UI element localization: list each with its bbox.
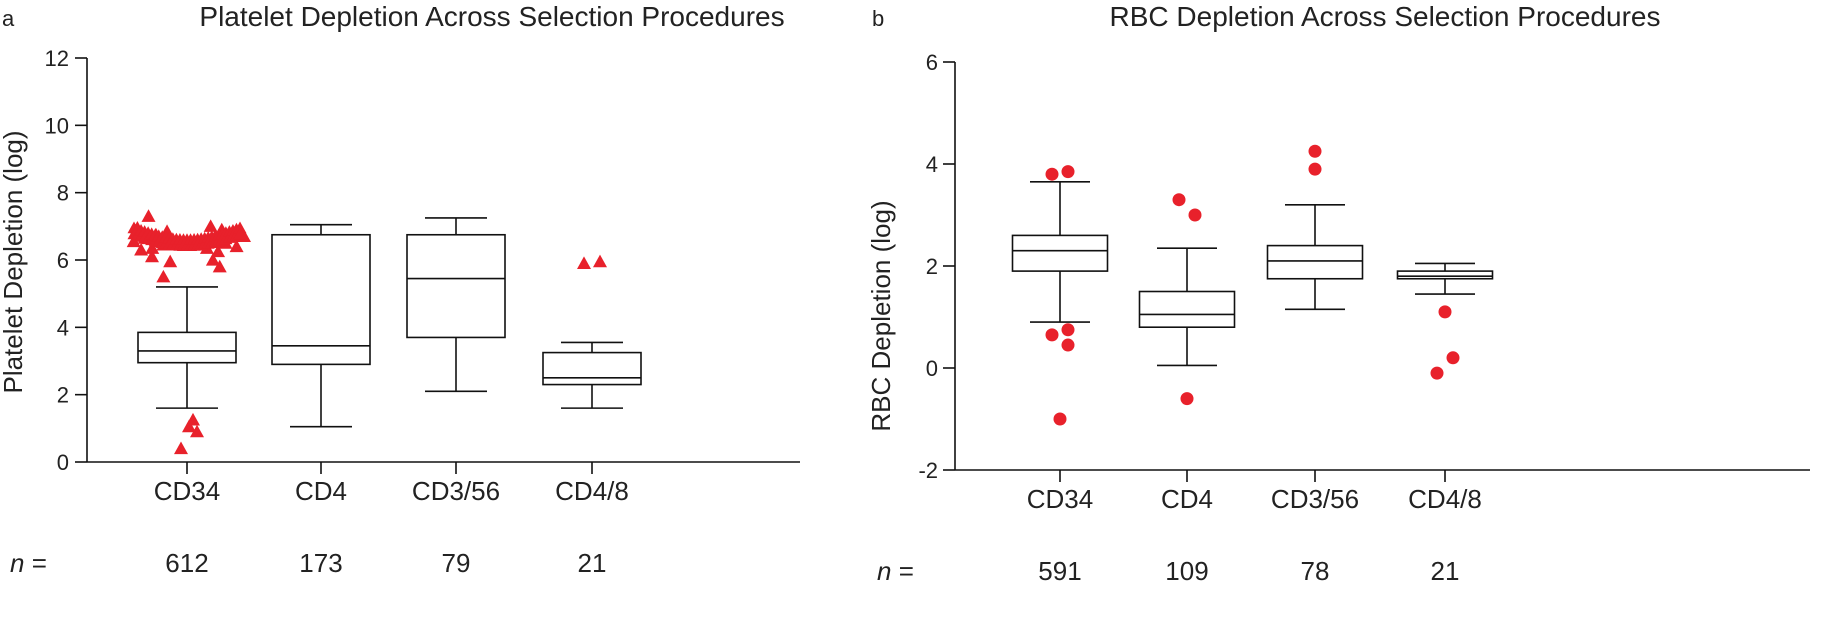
outlier-point <box>1061 165 1075 179</box>
iqr-box <box>406 233 506 339</box>
outlier-point <box>233 221 247 234</box>
n-value: 591 <box>1038 556 1081 586</box>
y-axis-label-b: RBC Depletion (log) <box>866 200 896 431</box>
outlier-point <box>211 244 226 258</box>
y-tick-label: 2 <box>926 254 938 279</box>
iqr-box <box>1138 290 1236 329</box>
outlier-point <box>1061 338 1075 352</box>
outlier-point <box>174 441 188 455</box>
y-tick-label: 6 <box>57 248 69 273</box>
outlier-point <box>1180 392 1194 406</box>
y-tick-label: 10 <box>45 113 69 138</box>
outlier-point <box>145 241 160 254</box>
x-tick-label: CD3/56 <box>1271 484 1359 514</box>
iqr-box <box>1396 270 1494 280</box>
n-value: 21 <box>578 548 607 578</box>
iqr-box <box>542 351 642 386</box>
y-axis-label-a: Platelet Depletion (log) <box>0 130 28 393</box>
x-tick-label: CD3/56 <box>412 476 500 506</box>
n-value: 612 <box>165 548 208 578</box>
outlier-point <box>1061 323 1075 337</box>
x-tick-label: CD34 <box>154 476 220 506</box>
n-value: 79 <box>442 548 471 578</box>
y-tick-label: 8 <box>57 181 69 206</box>
outlier-point <box>156 269 171 283</box>
iqr-box <box>1011 234 1109 272</box>
outlier-point <box>1045 167 1059 181</box>
iqr-box <box>271 233 371 366</box>
chart-title-b: RBC Depletion Across Selection Procedure… <box>1110 1 1661 32</box>
x-tick-label: CD4 <box>295 476 347 506</box>
outlier-point <box>212 259 227 273</box>
outlier-point <box>1053 412 1067 426</box>
outlier-point <box>1045 328 1059 342</box>
outlier-point <box>577 256 591 269</box>
n-value: 21 <box>1431 556 1460 586</box>
box-CD3-56 <box>406 217 506 393</box>
x-tick-label: CD4/8 <box>555 476 629 506</box>
box-CD3-56 <box>1266 144 1364 311</box>
outlier-point <box>163 254 178 268</box>
outlier-point <box>1438 305 1452 319</box>
y-tick-label: 12 <box>45 46 69 71</box>
outlier-point <box>1430 366 1444 380</box>
outlier-point <box>190 424 204 438</box>
chart-title-a: Platelet Depletion Across Selection Proc… <box>199 1 784 32</box>
x-tick-label: CD4/8 <box>1408 484 1482 514</box>
box-CD4 <box>1138 193 1236 406</box>
outlier-point <box>1308 162 1322 176</box>
outlier-point <box>1308 144 1322 158</box>
outlier-point <box>593 254 607 268</box>
n-value: 78 <box>1301 556 1330 586</box>
box-CD4-8 <box>1396 262 1494 380</box>
outlier-point <box>141 209 156 222</box>
outlier-point <box>1188 208 1202 222</box>
outlier-point <box>229 239 244 253</box>
y-tick-label: 0 <box>57 450 69 475</box>
y-tick-label: -2 <box>918 458 938 483</box>
panel-b: b RBC Depletion Across Selection Procedu… <box>866 1 1810 586</box>
y-tick-label: 4 <box>57 315 69 340</box>
y-tick-label: 6 <box>926 50 938 75</box>
box-CD4 <box>271 223 371 428</box>
y-tick-label: 0 <box>926 356 938 381</box>
panel-letter-b: b <box>872 6 884 31</box>
n-label: n = <box>10 548 47 578</box>
outlier-point <box>134 242 149 256</box>
box-CD4-8 <box>542 254 642 409</box>
panel-a: a Platelet Depletion Across Selection Pr… <box>0 1 800 578</box>
outlier-point <box>145 249 159 263</box>
outlier-point <box>203 219 218 232</box>
x-tick-label: CD4 <box>1161 484 1213 514</box>
box-CD34 <box>1011 165 1109 426</box>
box-CD34 <box>126 209 251 455</box>
outlier-point <box>205 253 220 266</box>
outlier-point <box>233 227 247 240</box>
n-label: n = <box>877 556 914 586</box>
iqr-box <box>137 331 237 364</box>
y-tick-label: 4 <box>926 152 938 177</box>
outlier-point <box>186 412 200 426</box>
outlier-point <box>126 234 141 248</box>
outlier-point <box>182 419 196 433</box>
panel-letter-a: a <box>2 6 15 31</box>
iqr-box <box>1266 244 1364 280</box>
n-value: 109 <box>1165 556 1208 586</box>
n-value: 173 <box>299 548 342 578</box>
outlier-point <box>1172 193 1186 207</box>
x-tick-label: CD34 <box>1027 484 1093 514</box>
outlier-point <box>1446 351 1460 365</box>
y-tick-label: 2 <box>57 383 69 408</box>
